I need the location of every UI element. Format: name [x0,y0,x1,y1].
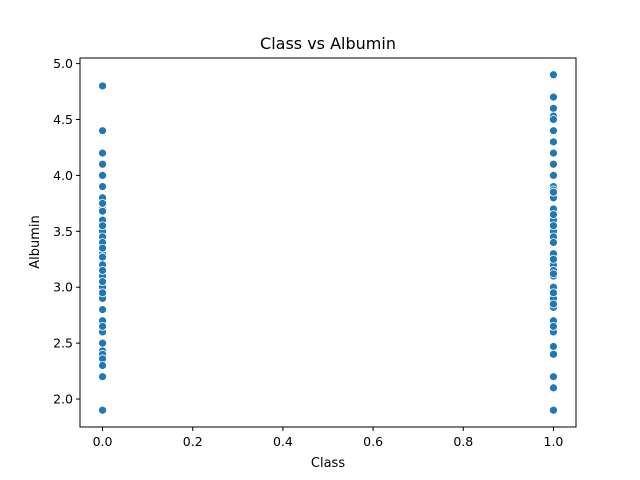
y-axis-label: Albumin [28,215,43,269]
data-point [549,372,558,382]
data-point [549,238,558,247]
data-point [549,349,558,359]
ticks-layer: 0.0 0.2 0.4 0.6 0.8 1.0 2.0 2.5 3.0 3.5 4.0 4.5 5.0 [53,56,563,449]
data-point [98,305,107,314]
data-point [549,269,558,279]
data-point [98,288,107,298]
x-tick-label: 0.6 [363,434,383,449]
data-point [549,221,558,231]
data-point [549,288,558,298]
x-tick-label: 1.0 [544,434,564,449]
data-point [98,243,107,253]
plot-frame [79,57,577,428]
data-point [98,148,107,158]
x-tick-label: 0.0 [93,434,113,449]
data-point [98,266,107,275]
data-point [549,405,558,415]
y-tick-label: 4.0 [53,168,73,183]
data-point [98,81,107,91]
data-point [549,383,558,393]
data-point [549,137,558,147]
data-point [549,210,558,219]
data-point [98,221,107,231]
data-point [98,198,107,208]
x-axis-label: Class [311,456,345,471]
data-point [98,126,107,136]
data-point [549,187,558,197]
data-point [98,361,107,370]
y-tick-label: 4.5 [53,112,73,127]
data-point [98,182,107,191]
data-point [549,159,558,169]
data-point [98,159,107,169]
data-point [549,254,558,264]
points-layer [98,70,558,415]
data-point [98,277,107,287]
data-point [549,103,558,113]
data-point [549,299,558,309]
data-point [549,342,558,351]
chart-title: Class vs Albumin [260,34,396,53]
data-point [98,321,107,331]
x-tick-label: 0.2 [183,434,203,449]
y-tick-label: 2.0 [53,392,73,407]
x-tick-label: 0.4 [273,434,293,449]
data-point [98,338,107,348]
data-point [549,126,558,136]
data-point [98,206,107,216]
y-tick-label: 3.0 [53,280,73,295]
data-point [98,171,107,180]
data-point [98,372,107,382]
data-point [549,70,558,80]
y-tick-label: 2.5 [53,336,73,351]
y-tick-label: 3.5 [53,224,73,239]
data-point [98,405,107,415]
data-point [549,92,558,102]
data-point [549,171,558,180]
x-tick-label: 0.8 [453,434,473,449]
data-point [98,252,107,262]
data-point [549,115,558,124]
y-tick-label: 5.0 [53,56,73,71]
data-point [549,321,558,331]
data-point [549,148,558,158]
